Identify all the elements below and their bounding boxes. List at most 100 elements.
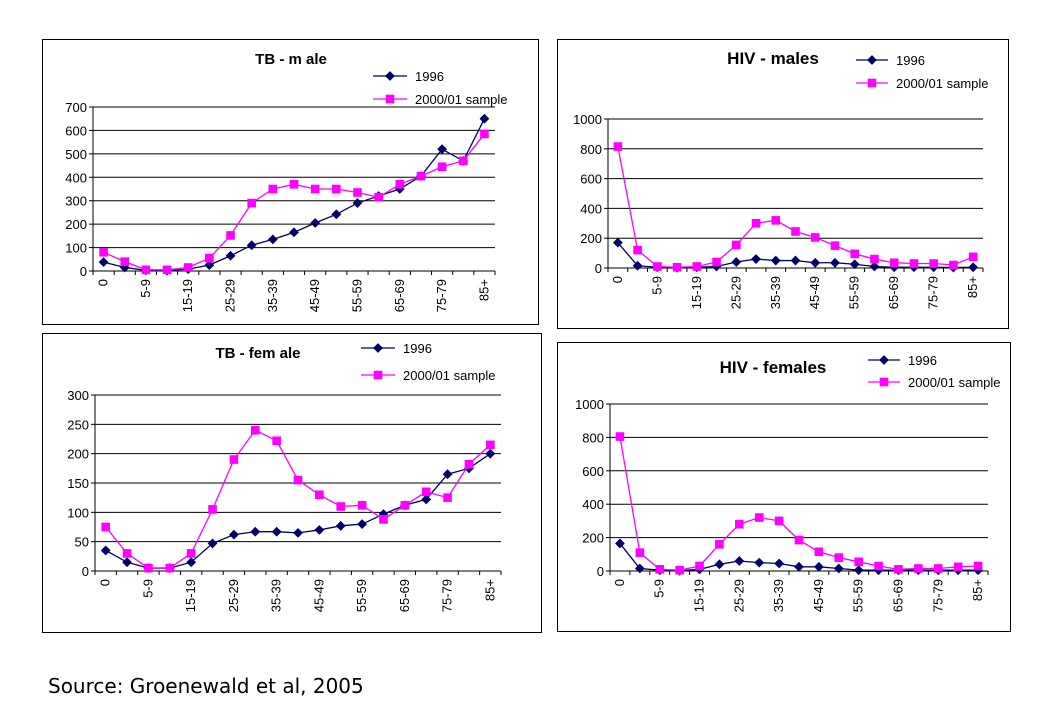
data-point (100, 545, 111, 556)
data-point (869, 261, 880, 272)
chart-panel-tb-female: TB - fem ale 0 50 100 150 200 250 300 0 5-9 15-19 2… (42, 333, 542, 633)
data-point (613, 142, 623, 151)
data-point (101, 522, 110, 532)
legend-marker (867, 55, 877, 65)
legend-label: 2000/01 sample (908, 375, 1001, 390)
data-point (870, 254, 879, 264)
data-point (119, 262, 130, 273)
legend-marker (385, 94, 395, 104)
y-tick-label: 400 (580, 201, 602, 216)
x-tick-label: 35-39 (771, 579, 786, 612)
data-point (332, 184, 341, 194)
data-point (751, 254, 761, 264)
data-point (894, 565, 903, 574)
x-tick-label: 25-29 (226, 579, 241, 612)
x-tick-label: 75-79 (440, 579, 455, 612)
chart-title: TB - m ale (255, 51, 327, 68)
data-point (909, 259, 919, 268)
series-line-1 (617, 146, 974, 268)
data-point (464, 459, 474, 469)
x-tick-label: 85+ (970, 579, 985, 601)
data-point (225, 250, 236, 261)
x-tick-label: 85+ (965, 276, 980, 298)
y-tick-label: 400 (582, 497, 604, 512)
y-tick-label: 300 (67, 388, 89, 403)
x-tick-label: 45-49 (307, 279, 322, 312)
data-point (141, 265, 151, 275)
data-point (615, 538, 625, 549)
data-point (655, 565, 665, 574)
x-tick-label: 25-29 (728, 276, 743, 309)
data-point (289, 227, 299, 238)
data-point (735, 519, 744, 529)
data-point (246, 240, 257, 251)
data-point (751, 219, 761, 228)
data-point (331, 209, 342, 220)
x-tick-label: 15-19 (692, 579, 707, 612)
data-point (421, 487, 431, 497)
x-tick-label: 5-9 (649, 276, 664, 295)
data-point (315, 490, 324, 500)
x-tick-label: 75-79 (434, 279, 449, 312)
x-tick-label: 5-9 (652, 579, 667, 598)
data-point (754, 513, 764, 522)
data-point (968, 262, 979, 273)
chart-panel-hiv-females: HIV - females 0 200 400 600 800 1000 0 5-9 15-19 2… (557, 342, 1011, 632)
data-point (791, 227, 800, 236)
x-tick-label: 65-69 (392, 279, 407, 312)
y-tick-label: 0 (595, 261, 602, 276)
data-point (228, 529, 239, 540)
series-line-1 (619, 436, 979, 571)
data-point (314, 525, 325, 535)
data-point (830, 241, 840, 250)
x-tick-label: 65-69 (886, 276, 901, 309)
y-tick-label: 100 (65, 241, 87, 256)
data-point (335, 520, 346, 531)
data-point (634, 563, 645, 574)
x-tick-label: 5-9 (140, 579, 155, 598)
y-tick-label: 700 (65, 100, 87, 115)
legend-label: 2000/01 sample (403, 368, 496, 383)
data-point (293, 475, 303, 485)
data-point (437, 162, 447, 172)
x-tick-label: 45-49 (811, 579, 826, 612)
data-point (162, 265, 172, 275)
data-point (289, 180, 299, 189)
data-point (395, 180, 405, 189)
data-point (830, 257, 840, 268)
chart-svg-tb-female: TB - fem ale 0 50 100 150 200 250 300 0 5-9 15-19 2… (67, 341, 502, 612)
data-point (122, 557, 132, 568)
data-point (458, 156, 468, 166)
data-point (692, 262, 702, 271)
data-point (790, 255, 801, 266)
x-tick-label: 85+ (482, 579, 497, 601)
x-tick-label: 45-49 (311, 579, 326, 612)
data-point (250, 425, 260, 435)
legend-label: 2000/01 sample (415, 92, 508, 107)
legend-label: 1996 (908, 353, 937, 368)
data-point (120, 257, 130, 266)
x-tick-label: 55-59 (354, 579, 369, 612)
legend-marker (373, 370, 383, 380)
data-point (968, 252, 978, 262)
x-tick-label: 35-39 (265, 279, 280, 312)
data-point (480, 129, 489, 139)
legend-marker (385, 71, 395, 81)
data-point (854, 557, 863, 567)
x-tick-label: 0 (98, 579, 113, 586)
data-point (268, 184, 278, 194)
chart-panel-hiv-males: HIV - males 0 200 400 600 800 1000 0 5-9 15-19 25-… (557, 39, 1009, 329)
y-tick-label: 200 (65, 217, 87, 232)
legend-marker (879, 377, 889, 387)
data-point (416, 171, 426, 181)
data-point (357, 519, 368, 529)
legend-label: 1996 (896, 53, 925, 68)
data-point (615, 432, 625, 441)
data-point (336, 502, 346, 511)
data-point (695, 561, 704, 571)
data-point (374, 192, 383, 202)
x-tick-label: 25-29 (731, 579, 746, 612)
data-point (714, 559, 725, 570)
x-tick-label: 25-29 (223, 279, 238, 312)
data-point (929, 259, 938, 268)
